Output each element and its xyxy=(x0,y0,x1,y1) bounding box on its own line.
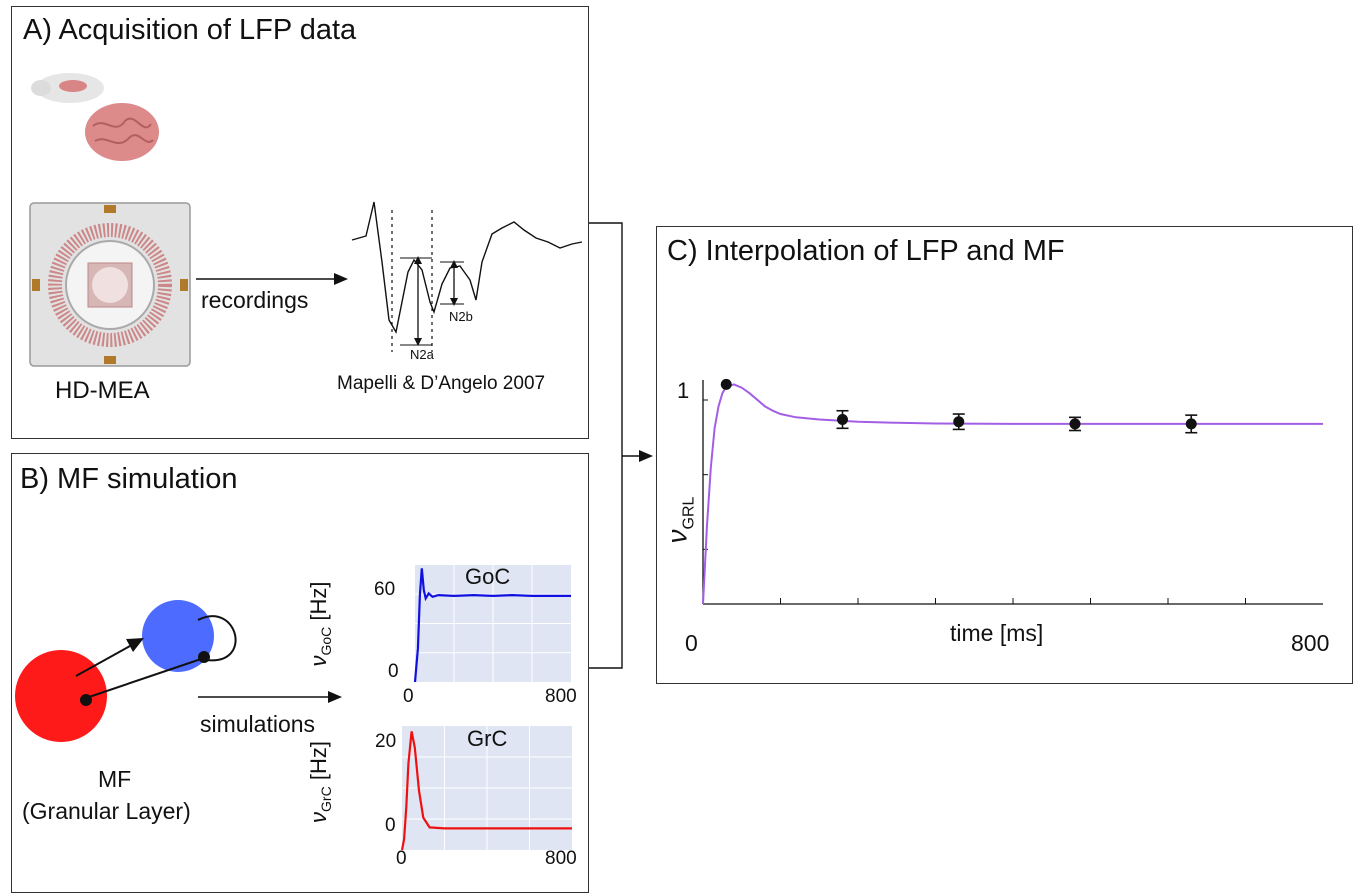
goc-series-line xyxy=(413,568,571,683)
goc-ylabel-sub: GoC xyxy=(318,626,335,656)
grl-data-point xyxy=(837,414,848,426)
panel-c-title: C) Interpolation of LFP and MF xyxy=(667,235,1065,267)
goc-ytick-top: 60 xyxy=(374,579,396,600)
hd-mea-chip-icon xyxy=(29,202,191,367)
grc-series-line xyxy=(400,731,572,851)
recordings-label: recordings xyxy=(201,287,309,313)
goc-ytick-bottom: 0 xyxy=(388,661,399,682)
grc-ylabel-sub: GrC xyxy=(318,786,335,812)
grl-data-point xyxy=(1069,418,1081,430)
grl-xlabel: time [ms] xyxy=(950,620,1044,646)
panel-b-title: B) MF simulation xyxy=(20,463,238,495)
grl-ytick-top: 1 xyxy=(677,378,690,403)
mouse-brain-illustration xyxy=(31,73,159,161)
goc-xtick-left: 0 xyxy=(403,686,414,707)
network-diagram xyxy=(15,600,237,742)
grl-data-point xyxy=(953,416,965,428)
mf-label: MF xyxy=(98,766,132,792)
hd-mea-label: HD-MEA xyxy=(55,377,150,404)
grl-ylabel-var: ν xyxy=(661,529,693,544)
grl-xtick-left: 0 xyxy=(685,630,698,656)
grc-ytick-bottom: 0 xyxy=(385,815,396,836)
grc-ytick-top: 20 xyxy=(375,731,397,752)
granular-layer-label: (Granular Layer) xyxy=(22,798,191,824)
goc-xtick-right: 800 xyxy=(545,686,577,707)
citation: Mapelli & D’Angelo 2007 xyxy=(337,373,546,394)
grl-ylabel: νGRL xyxy=(662,497,699,544)
goc-ylabel: νGoC [Hz] xyxy=(306,581,334,666)
simulations-label: simulations xyxy=(200,711,316,737)
panel-c xyxy=(656,226,1353,684)
grl-data-point xyxy=(1185,418,1197,430)
simulations-arrow xyxy=(198,691,342,703)
grl-fit-line xyxy=(702,383,1323,605)
lfp-trace xyxy=(351,201,583,352)
grc-xtick-left: 0 xyxy=(396,848,407,869)
n2b-label: N2b xyxy=(449,309,473,324)
goc-ylabel-unit: [Hz] xyxy=(305,581,331,621)
grl-ylabel-sub: GRL xyxy=(680,496,698,530)
grc-ylabel-var: ν xyxy=(305,811,331,823)
goc-title: GoC xyxy=(465,564,511,589)
grc-ylabel: νGrC [Hz] xyxy=(306,741,334,823)
n2a-label: N2a xyxy=(410,347,434,362)
grc-plot xyxy=(400,726,572,851)
grc-ylabel-unit: [Hz] xyxy=(305,741,331,781)
goc-plot xyxy=(413,565,571,683)
grl-data-point xyxy=(720,378,732,390)
panel-a-title: A) Acquisition of LFP data xyxy=(23,14,357,46)
grc-xtick-right: 800 xyxy=(545,848,577,869)
grl-plot xyxy=(702,378,1323,605)
connector-arrow xyxy=(589,222,653,669)
grc-title: GrC xyxy=(467,726,508,751)
recordings-arrow xyxy=(196,273,348,285)
goc-ylabel-var: ν xyxy=(305,655,331,667)
grl-xtick-right: 800 xyxy=(1291,630,1330,656)
